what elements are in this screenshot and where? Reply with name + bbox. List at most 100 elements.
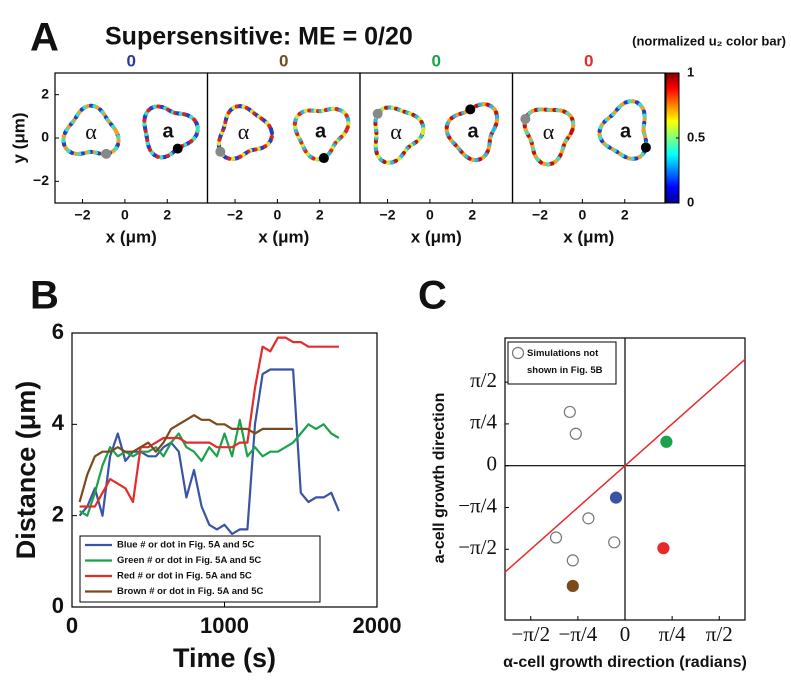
color-bar-title: (normalized u₂ color bar) [632,33,786,48]
legend-label: Red # or dot in Fig. 5A and 5C [117,571,252,582]
legend-label-box: Simulations not shown in Fig. 5B [527,348,602,376]
x-tick-label: 2 [316,207,324,223]
x-tick-label: 0 [273,207,281,223]
cell-label: α [390,119,402,144]
y-tick-label: 2 [41,85,49,101]
x-tick-label: −π/2 [511,622,550,646]
plot-frame [511,72,666,204]
x-tick-label: 2 [468,207,476,223]
x-axis-label: Time (s) [173,643,276,673]
legend-label: Green # or dot in Fig. 5A and 5C [117,555,261,566]
data-point [566,579,579,593]
x-axis-label: α-cell growth direction (radians) [503,654,747,671]
y-axis-label: y (μm) [9,112,28,163]
data-point [563,405,576,419]
contour-marker [372,108,383,119]
data-point [657,542,670,555]
cell-label: α [238,119,250,144]
y-tick-label: 6 [52,319,64,344]
x-tick-label: 0 [620,622,631,646]
plot-frame [54,72,209,204]
panel-label: B [30,274,59,318]
contour-segment [491,126,497,133]
legend-box [79,535,321,603]
contour-segment [113,127,119,135]
data-line [79,418,340,517]
x-tick-label: 2 [163,207,171,223]
contour-marker [640,142,651,153]
figure-title: Supersensitive: ME = 0/20 [105,23,413,51]
y-tick-label: 4 [52,410,65,435]
legend-label: Brown # or dot in Fig. 5A and 5C [117,586,264,597]
cell-label: α [543,119,555,144]
cell-label: α [85,119,97,144]
y-tick-label: π/4 [470,410,497,434]
y-tick-label: 0 [687,194,694,209]
identity-line [504,358,746,573]
panel-label: A [30,16,59,60]
data-line [79,336,339,508]
x-tick-label: −2 [227,207,243,223]
x-axis-label: x (μm) [563,227,614,246]
x-tick-label: π/4 [659,622,686,646]
cell-label: a [467,120,479,142]
cell-label: a [620,120,632,142]
x-tick-label: −2 [75,207,91,223]
subplot-title: 0 [127,51,136,70]
data-point [582,512,595,525]
y-tick-label: 2 [52,501,64,526]
x-tick-label: π/2 [706,622,733,646]
contour-segment [344,125,350,133]
data-line [78,414,294,503]
x-axis-label: x (μm) [411,227,462,246]
plot-frame [206,72,361,204]
x-tick-label: 1000 [200,613,249,638]
data-point [569,427,582,440]
x-tick-label: 0 [66,613,78,638]
y-tick-label: 1 [687,64,694,79]
contour-marker [101,148,112,159]
data-point [608,536,621,549]
y-tick-label: π/2 [470,368,497,392]
y-tick-label: 0 [487,452,498,476]
x-tick-label: 0 [578,207,586,223]
x-axis-label: x (μm) [106,227,157,246]
x-tick-label: 0 [426,207,434,223]
y-tick-label: 0 [52,593,64,618]
subplot-title: 0 [279,51,288,70]
contour-segment [269,127,274,135]
subplot-title: 0 [584,51,593,70]
y-tick-label: −2 [33,172,49,188]
legend-label: Blue # or dot in Fig. 5A and 5C [117,540,255,551]
contour-marker [465,104,476,115]
x-tick-label: 2000 [353,613,402,638]
y-tick-label: 0 [41,129,49,145]
y-tick-label: −π/4 [458,493,497,517]
data-point [566,554,579,567]
contour-segment [569,127,575,135]
x-tick-label: −2 [532,207,548,223]
y-axis-label: a-cell growth direction [431,393,448,564]
data-point [609,491,623,504]
panel-label: C [418,274,447,318]
contour-marker [215,146,226,157]
x-tick-label: −2 [380,207,396,223]
contour-segment [420,127,426,135]
data-point [660,435,673,448]
legend-box [507,341,617,385]
x-tick-label: −π/4 [558,622,597,646]
y-axis-label: Distance (μm) [11,381,41,560]
x-tick-label: 0 [121,207,129,223]
subplot-title: 0 [432,51,441,70]
y-tick-label: −π/2 [458,535,497,559]
cell-label: a [315,120,327,142]
x-tick-label: 2 [621,207,629,223]
legend-swatch [511,346,525,360]
data-line [78,368,340,535]
cell-label: a [162,120,174,142]
contour-marker [172,143,183,154]
y-tick-label: 0.5 [687,129,705,144]
data-point [549,531,563,544]
